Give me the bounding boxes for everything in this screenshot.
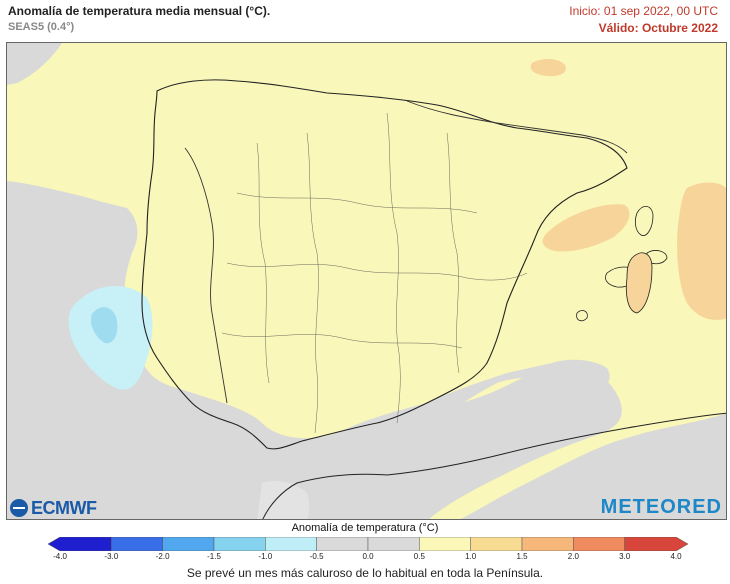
- legend-swatch: [624, 537, 688, 551]
- legend-swatch: [162, 537, 215, 551]
- legend-swatch: [521, 537, 574, 551]
- warm-anomaly-sardinia-region: [677, 182, 726, 320]
- legend-tick-label: 0.0: [362, 552, 374, 561]
- legend-swatch: [213, 537, 266, 551]
- model-subtitle: SEAS5 (0.4°): [8, 21, 75, 33]
- north-africa-coastline: [262, 412, 726, 519]
- anomaly-map: [6, 42, 727, 520]
- legend-tick-label: 4.0: [670, 552, 682, 561]
- legend-swatch: [48, 537, 112, 551]
- legend-tick-label: 1.5: [516, 552, 528, 561]
- warm-anomaly-east-spain: [542, 204, 630, 252]
- legend-tick-label: -4.0: [53, 552, 67, 561]
- chart-title: Anomalía de temperatura media mensual (°…: [8, 4, 271, 18]
- legend-tick-label: 0.5: [413, 552, 425, 561]
- cool-anomaly-inner: [91, 307, 118, 344]
- valid-date: Válido: Octubre 2022: [598, 21, 718, 35]
- legend-swatch: [316, 537, 369, 551]
- pyrenees-border: [406, 100, 628, 154]
- legend-swatch: [367, 537, 420, 551]
- mediterranean-sea: [257, 364, 622, 519]
- warm-anomaly-alps: [530, 59, 566, 77]
- legend-swatch: [573, 537, 625, 551]
- legend-tick-label: 3.0: [619, 552, 631, 561]
- legend-tick-label: 2.0: [567, 552, 579, 561]
- ecmwf-logo-icon: [10, 499, 28, 517]
- atlantic-sea-northwest: [7, 43, 62, 85]
- legend-title: Anomalía de temperatura (°C): [291, 522, 439, 534]
- legend-tick-label: -2.0: [155, 552, 170, 561]
- legend-ticks: -4.0 -3.0 -2.0 -1.5 -1.0 -0.5 0.0 0.5 1.0 1.5 2.0 3…: [48, 552, 688, 564]
- legend-tick-label: -3.0: [104, 552, 119, 561]
- corsica: [634, 206, 654, 236]
- iberia-coastline: [141, 79, 628, 450]
- province-borders: [221, 112, 528, 434]
- ecmwf-logo: ECMWF: [10, 497, 97, 519]
- legend-swatch: [111, 537, 163, 551]
- north-africa-coast: [257, 481, 310, 519]
- meteored-logo: METEORED: [600, 496, 722, 518]
- init-date: Inicio: 01 sep 2022, 00 UTC: [569, 4, 718, 18]
- legend-swatch: [419, 537, 471, 551]
- map-caption: Se prevé un mes más caluroso de lo habit…: [186, 566, 544, 580]
- legend-swatch: [265, 537, 317, 551]
- sardinia: [625, 252, 653, 314]
- legend-tick-label: -0.5: [309, 552, 324, 561]
- portugal-border: [184, 147, 228, 404]
- legend-tick-label: 1.0: [465, 552, 477, 561]
- legend-swatch: [470, 537, 523, 551]
- legend-tick-label: -1.5: [207, 552, 221, 561]
- ecmwf-logo-text: ECMWF: [31, 497, 97, 518]
- legend-tick-label: -1.0: [258, 552, 273, 561]
- color-legend: [48, 537, 688, 551]
